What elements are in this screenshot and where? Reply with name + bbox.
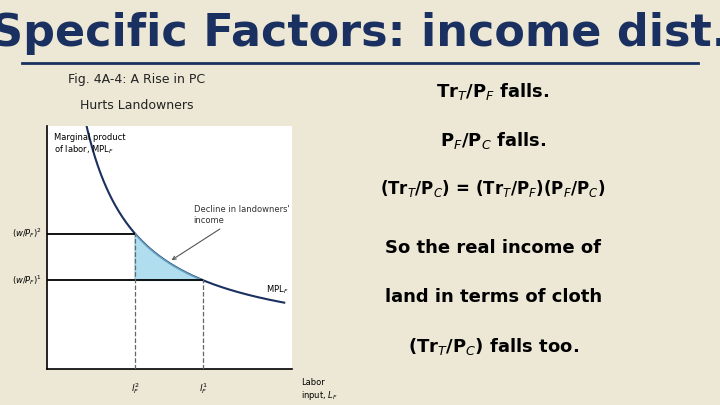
Text: Marginal product
of labor, MPL$_F$: Marginal product of labor, MPL$_F$ bbox=[54, 133, 126, 156]
Text: Tr$_T$/P$_F$ falls.: Tr$_T$/P$_F$ falls. bbox=[436, 81, 550, 102]
Text: Labor
input, $L_F$: Labor input, $L_F$ bbox=[302, 378, 338, 402]
Text: Specific Factors: income dist.: Specific Factors: income dist. bbox=[0, 12, 720, 55]
Polygon shape bbox=[135, 234, 204, 280]
Text: MPL$_F$: MPL$_F$ bbox=[266, 284, 288, 296]
Text: land in terms of cloth: land in terms of cloth bbox=[384, 288, 602, 305]
Text: Decline in landowners'
income: Decline in landowners' income bbox=[173, 205, 289, 260]
Text: (Tr$_T$/P$_C$) falls too.: (Tr$_T$/P$_C$) falls too. bbox=[408, 336, 579, 357]
Text: $(w/P_F)^2$: $(w/P_F)^2$ bbox=[12, 226, 42, 241]
Text: $l_F^2$: $l_F^2$ bbox=[130, 381, 139, 396]
Text: $(w/P_F)^1$: $(w/P_F)^1$ bbox=[12, 273, 42, 288]
Text: Hurts Landowners: Hurts Landowners bbox=[80, 99, 194, 112]
Text: So the real income of: So the real income of bbox=[385, 239, 601, 257]
Text: $l_F^1$: $l_F^1$ bbox=[199, 381, 208, 396]
Text: (Tr$_T$/P$_C$) = (Tr$_T$/P$_F$)(P$_F$/P$_C$): (Tr$_T$/P$_C$) = (Tr$_T$/P$_F$)(P$_F$/P$… bbox=[380, 178, 606, 199]
Text: P$_F$/P$_C$ falls.: P$_F$/P$_C$ falls. bbox=[440, 130, 546, 151]
Text: Fig. 4A-4: A Rise in PC: Fig. 4A-4: A Rise in PC bbox=[68, 73, 205, 86]
